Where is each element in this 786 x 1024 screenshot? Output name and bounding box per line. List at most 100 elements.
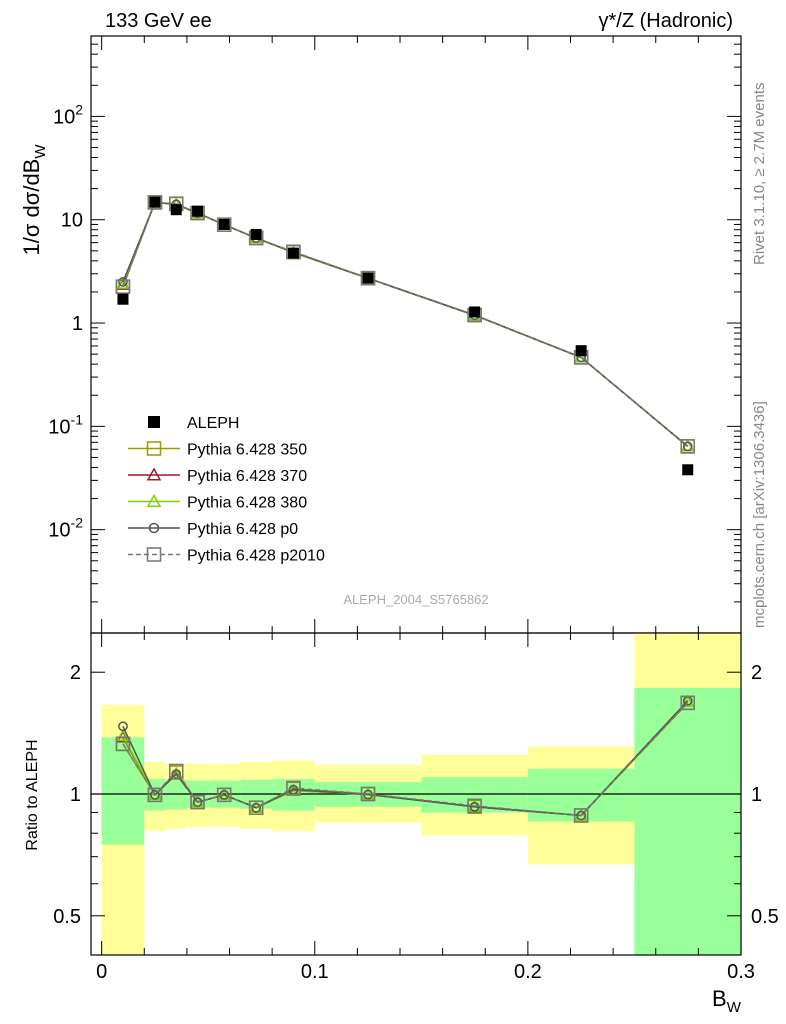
aleph-data-point (250, 228, 262, 240)
main-ytick-label: 1 (72, 313, 83, 335)
ratio-axis-ticks: 0.5 0.5 1 1 2 2 0 0.1 0.2 0.3 (53, 633, 779, 983)
aleph-data-point (192, 205, 204, 217)
xaxis-label-main: B (712, 986, 727, 1011)
ratio-ytick-label-right: 0.5 (751, 906, 779, 928)
ratio-xtick-label: 0 (96, 961, 107, 983)
ratio-series-point-4 (467, 798, 482, 814)
ratio-xtick-label: 0.1 (301, 961, 329, 983)
ratio-series-point-4 (147, 787, 163, 803)
ratio-series-point-4 (216, 787, 232, 803)
main-ytick-label-exp: -1 (71, 411, 84, 427)
main-ytick-label: 10-2 (48, 515, 83, 542)
main-ytick-label-exp: -2 (71, 515, 84, 531)
ratio-series-point-4 (115, 736, 131, 752)
legend-label: ALEPH (187, 415, 239, 432)
legend-marker (146, 441, 162, 456)
main-series-line-1 (122, 201, 689, 447)
ratio-series-point-4 (248, 800, 264, 815)
ratio-ytick-label-right: 1 (751, 784, 762, 806)
main-ytick-label-base: 10 (48, 416, 70, 438)
aleph-data-point (287, 247, 299, 259)
ratio-series-point-4 (680, 695, 695, 711)
legend: ALEPH Pythia 6.428 350 Pythia 6.428 370 Pyt… (128, 415, 325, 565)
main-series-point-4 (147, 195, 163, 210)
side-label-mcplots: mcplots.cern.ch [arXiv:1306.3436] (751, 401, 768, 628)
aleph-data-point (469, 306, 481, 318)
main-ytick-label-exp: 2 (75, 101, 83, 117)
ratio-series-point-3 (219, 790, 230, 800)
aleph-data-point (682, 464, 694, 476)
legend-marker (146, 547, 162, 562)
aleph-data-point (117, 293, 129, 305)
legend-label: Pythia 6.428 380 (187, 495, 307, 512)
header-left-label: 133 GeV ee (105, 10, 212, 32)
side-label-rivet: Rivet 3.1.10, ≥ 2.7M events (751, 83, 768, 266)
ratio-series-point-4 (190, 794, 205, 810)
main-series-point-4 (360, 270, 376, 286)
ratio-band-stat (101, 737, 145, 845)
ratio-series-point-4 (286, 780, 301, 796)
ratio-series-point-4 (360, 786, 376, 802)
legend-marker (148, 522, 160, 534)
ratio-series-line-4 (122, 702, 689, 817)
main-ytick-label: 10-1 (48, 411, 83, 438)
legend-marker-aleph (148, 416, 160, 428)
ratio-series-point-3 (251, 802, 262, 813)
ratio-xtick-label: 0.3 (727, 961, 755, 983)
analysis-id-label: ALEPH_2004_S5765862 (343, 592, 488, 607)
ratio-series-point-4 (168, 763, 184, 779)
svg-text:1/σ dσ/dBW: 1/σ dσ/dBW (19, 144, 49, 256)
main-series-line-2 (122, 201, 689, 447)
main-ytick-label-base: 10 (53, 106, 75, 128)
header-right-label: γ*/Z (Hadronic) (599, 10, 733, 32)
legend-label: Pythia 6.428 370 (187, 468, 307, 485)
legend-label: Pythia 6.428 p0 (187, 521, 298, 538)
legend-label: Pythia 6.428 350 (187, 442, 307, 459)
main-series-line-3 (122, 201, 689, 447)
ratio-series-point-3 (118, 721, 128, 732)
aleph-data-point (575, 345, 587, 357)
ratio-series-point-2 (116, 729, 130, 742)
main-ylabel-text: 1/σ dσ/dB (19, 159, 44, 256)
aleph-data-point (362, 272, 374, 284)
main-series-line-0 (122, 201, 689, 447)
main-ylabel: 1/σ dσ/dBW (19, 144, 49, 256)
aleph-data-point (149, 196, 161, 208)
legend-marker (146, 493, 162, 508)
ratio-series-layer (115, 694, 695, 823)
main-ylabel-sub: W (32, 144, 49, 159)
ratio-ytick-label-left: 2 (70, 662, 81, 684)
legend-label: Pythia 6.428 p2010 (187, 548, 325, 565)
ratio-series-point-4 (573, 808, 589, 823)
xaxis-label: BW (712, 986, 742, 1016)
xaxis-label-sub: W (727, 999, 742, 1016)
legend-marker (146, 467, 162, 481)
main-series-point-4 (216, 217, 232, 232)
ratio-xtick-label: 0.2 (514, 961, 542, 983)
main-ytick-label: 10 (61, 210, 83, 232)
ratio-band-stat (165, 779, 187, 810)
ratio-ytick-label-left: 0.5 (53, 906, 81, 928)
ratio-band-stat (634, 687, 741, 955)
ratio-series-point-3 (192, 797, 203, 807)
main-series-point-4 (680, 439, 695, 454)
main-series-point-4 (115, 279, 131, 294)
aleph-data-point (170, 204, 182, 216)
ratio-series-point-3 (150, 790, 160, 800)
main-series-line-4 (122, 201, 689, 447)
ratio-ytick-label-right: 2 (751, 662, 762, 684)
main-series-point-3 (682, 441, 693, 452)
main-ytick-label: 102 (53, 101, 83, 128)
main-data-layer (117, 196, 694, 476)
main-panel-frame (90, 35, 742, 634)
ratio-ylabel: Ratio to ALEPH (24, 739, 41, 850)
ratio-panel: 0.5 0.5 1 1 2 2 0 0.1 0.2 0.3 (53, 632, 779, 983)
ratio-series-point-3 (576, 810, 587, 821)
main-ytick-label-base: 10 (48, 520, 70, 542)
main-series-point-2 (116, 276, 130, 289)
ratio-series-point-2 (680, 694, 695, 707)
ratio-ytick-label-left: 1 (70, 784, 81, 806)
